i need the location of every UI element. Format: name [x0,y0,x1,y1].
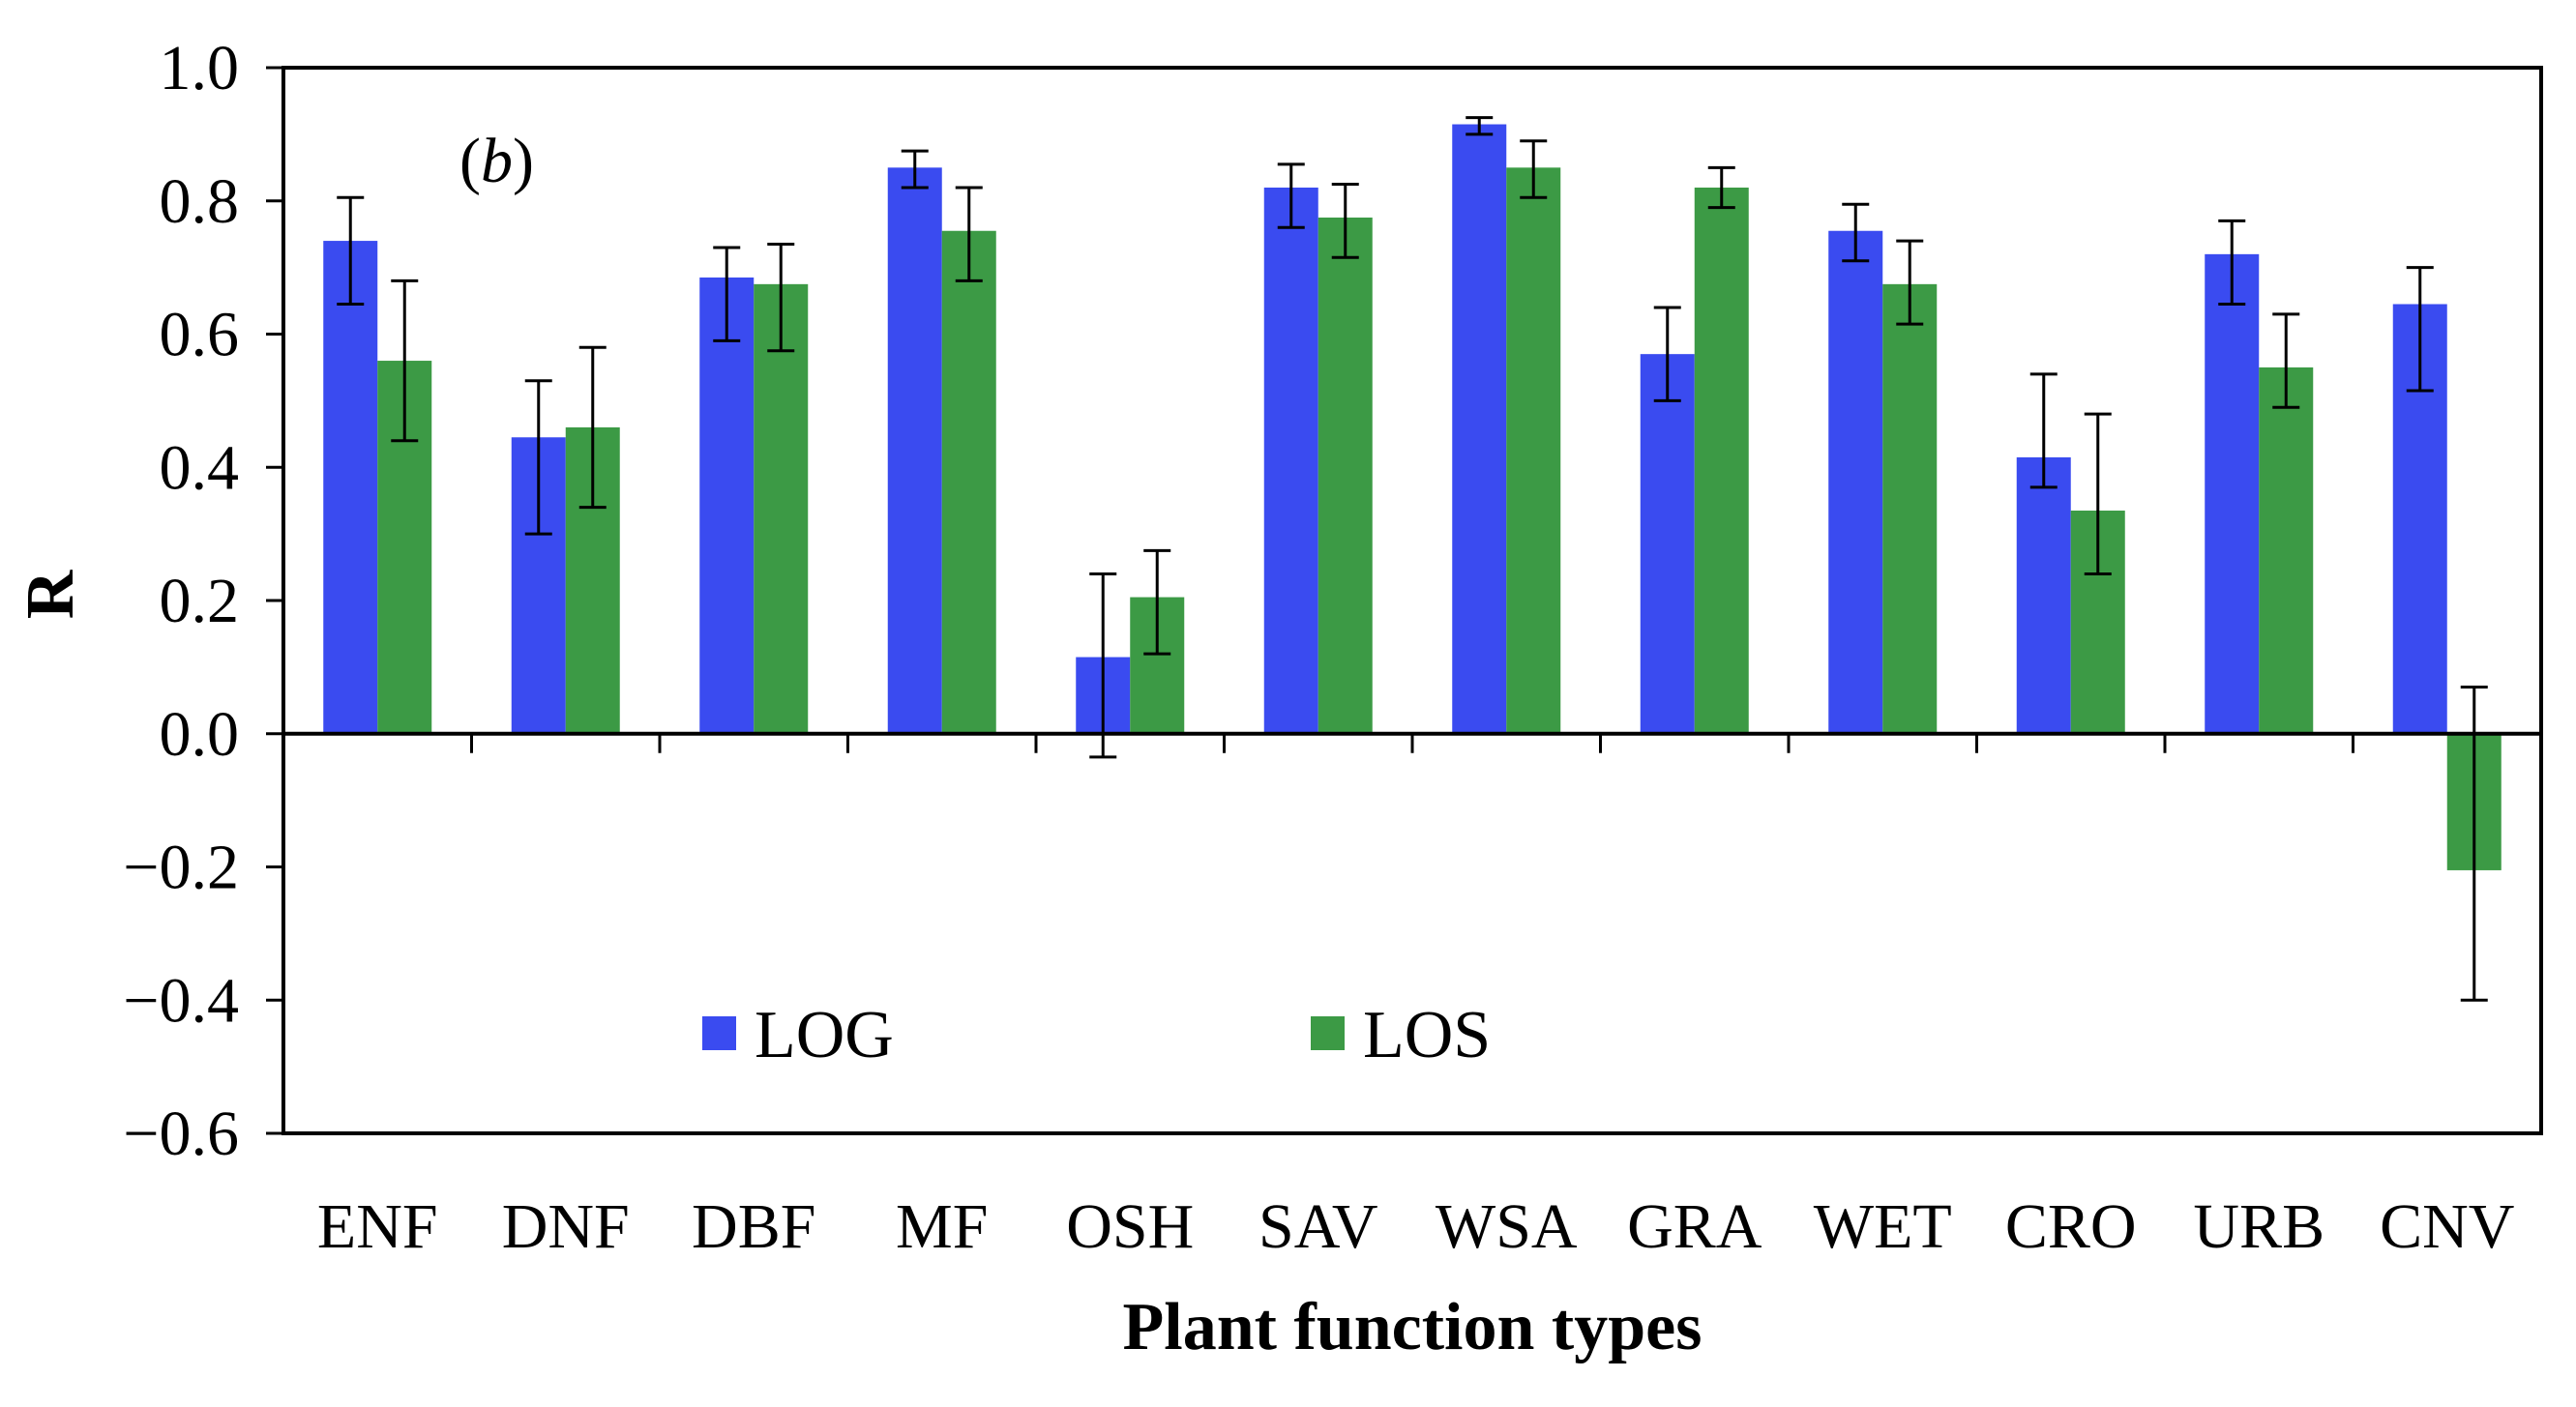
bar-log-dbf [699,277,755,734]
x-tick-label-cro: CRO [2005,1191,2137,1262]
legend-swatch-log [702,1016,736,1050]
panel-label-open: ( [459,126,481,196]
legend: LOG LOS [702,998,1491,1072]
y-tick-label: −0.6 [123,1099,239,1169]
bar-log-cro [2016,456,2071,734]
y-axis-title: R [14,569,88,619]
y-tick-label: 0.0 [160,699,240,770]
x-tick-label-sav: SAV [1258,1191,1378,1262]
bar-log-wet [1828,230,1883,734]
x-tick-label-urb: URB [2193,1191,2324,1262]
x-tick-label-gra: GRA [1627,1191,1762,1262]
bar-los-gra [1694,187,1749,734]
x-tick-label-cnv: CNV [2380,1191,2514,1262]
bar-los-sav [1318,217,1373,734]
legend-label-log: LOG [755,998,894,1072]
x-tick-label-osh: OSH [1066,1191,1194,1262]
x-tick-label-dnf: DNF [502,1191,630,1262]
bars-layer [323,124,2502,870]
bar-log-urb [2205,253,2260,734]
bar-log-enf [323,241,378,734]
x-tick-label-mf: MF [896,1191,988,1262]
y-tick-label: 0.2 [160,566,240,636]
y-tick-label: 0.6 [160,300,240,370]
x-tick-label-wet: WET [1814,1191,1952,1262]
bar-los-wsa [1506,167,1561,734]
bar-los-wet [1882,283,1938,734]
bar-los-mf [941,230,996,734]
legend-swatch-los [1311,1016,1345,1050]
bar-los-dbf [754,283,809,734]
panel-label: (b) [459,126,534,196]
panel-label-close: ) [513,126,534,196]
y-tick-label: 0.8 [160,166,240,237]
bar-log-mf [887,167,942,734]
bar-log-sav [1263,187,1318,734]
bar-log-gra [1640,354,1695,734]
y-tick-label: −0.4 [123,965,239,1036]
x-tick-label-wsa: WSA [1436,1191,1578,1262]
axes-layer: ENF DNF DBF MF OSH SAV WSA GRA WET CRO URB CNV 1.0 0.… [123,33,2541,1262]
y-tick-label: 0.4 [160,432,240,503]
x-tick-label-dbf: DBF [692,1191,815,1262]
bar-log-wsa [1452,124,1507,734]
x-axis-title: Plant function types [1123,1290,1703,1364]
legend-label-los: LOS [1363,998,1491,1072]
error-bars-layer [337,116,2488,1002]
y-tick-label: −0.2 [123,833,239,903]
bar-los-urb [2259,366,2314,734]
y-tick-label: 1.0 [160,33,240,103]
panel-label-letter: b [481,126,513,196]
x-tick-label-enf: ENF [317,1191,438,1262]
